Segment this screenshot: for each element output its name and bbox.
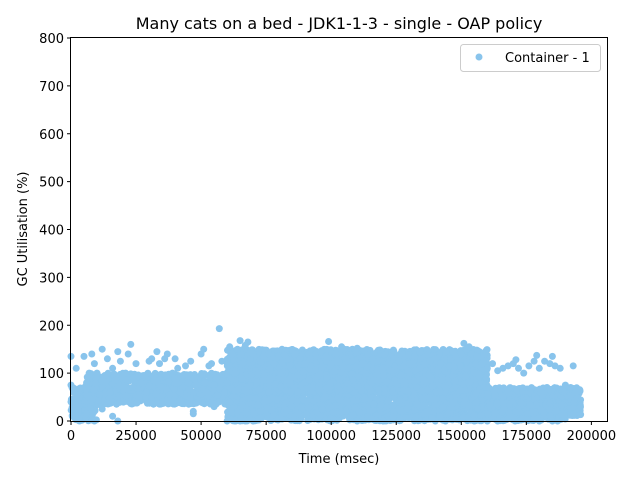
scatter-point <box>199 370 206 378</box>
scatter-point <box>405 414 413 422</box>
scatter-point <box>92 380 100 388</box>
scatter-point <box>370 400 378 408</box>
scatter-point <box>191 375 198 383</box>
scatter-point <box>95 397 103 404</box>
scatter-point <box>349 411 357 419</box>
scatter-point <box>226 398 234 406</box>
scatter-point <box>201 379 209 387</box>
scatter-point <box>318 405 326 413</box>
scatter-point <box>413 400 421 408</box>
scatter-point <box>213 391 221 399</box>
scatter-point <box>90 386 98 394</box>
scatter-point <box>152 390 160 398</box>
scatter-point <box>449 399 457 407</box>
scatter-point <box>86 395 94 402</box>
scatter-point <box>162 371 170 379</box>
scatter-point <box>165 378 172 386</box>
scatter-point <box>75 408 82 416</box>
scatter-point <box>460 400 468 407</box>
scatter-point <box>184 371 192 379</box>
scatter-point <box>170 386 178 394</box>
scatter-point <box>295 417 303 425</box>
scatter-point <box>185 399 193 407</box>
scatter-point <box>122 392 130 400</box>
scatter-point <box>145 382 153 390</box>
scatter-point <box>389 401 397 409</box>
scatter-point <box>288 396 296 404</box>
scatter-point <box>283 406 291 414</box>
scatter-point <box>343 398 351 406</box>
scatter-point <box>330 409 337 416</box>
scatter-point <box>185 385 193 393</box>
scatter-point <box>257 408 264 415</box>
scatter-point <box>389 413 397 421</box>
scatter-points <box>67 325 585 425</box>
scatter-point <box>133 399 141 407</box>
scatter-point <box>129 383 137 391</box>
scatter-point <box>334 394 342 402</box>
scatter-point <box>187 394 194 402</box>
chart-title: Many cats on a bed - JDK1-1-3 - single -… <box>136 14 543 33</box>
scatter-point <box>210 381 218 389</box>
scatter-point <box>228 408 235 416</box>
scatter-point <box>364 413 372 420</box>
scatter-point <box>304 404 312 412</box>
scatter-point <box>459 413 467 421</box>
scatter-point <box>371 416 379 424</box>
scatter-point <box>431 395 439 403</box>
scatter-point <box>270 411 278 419</box>
scatter-point <box>342 407 350 415</box>
scatter-point <box>158 400 166 408</box>
scatter-point <box>314 416 322 424</box>
scatter-point <box>397 407 405 415</box>
scatter-point <box>302 410 310 418</box>
scatter-point <box>171 375 179 383</box>
scatter-point <box>444 409 452 417</box>
scatter-point <box>439 403 447 411</box>
scatter-point <box>265 396 273 404</box>
scatter-point <box>254 401 262 409</box>
scatter-point <box>361 395 369 403</box>
scatter-point <box>273 396 281 404</box>
scatter-point <box>424 407 432 415</box>
scatter-point <box>355 408 363 416</box>
scatter-point <box>412 413 420 421</box>
scatter-point <box>377 401 385 409</box>
